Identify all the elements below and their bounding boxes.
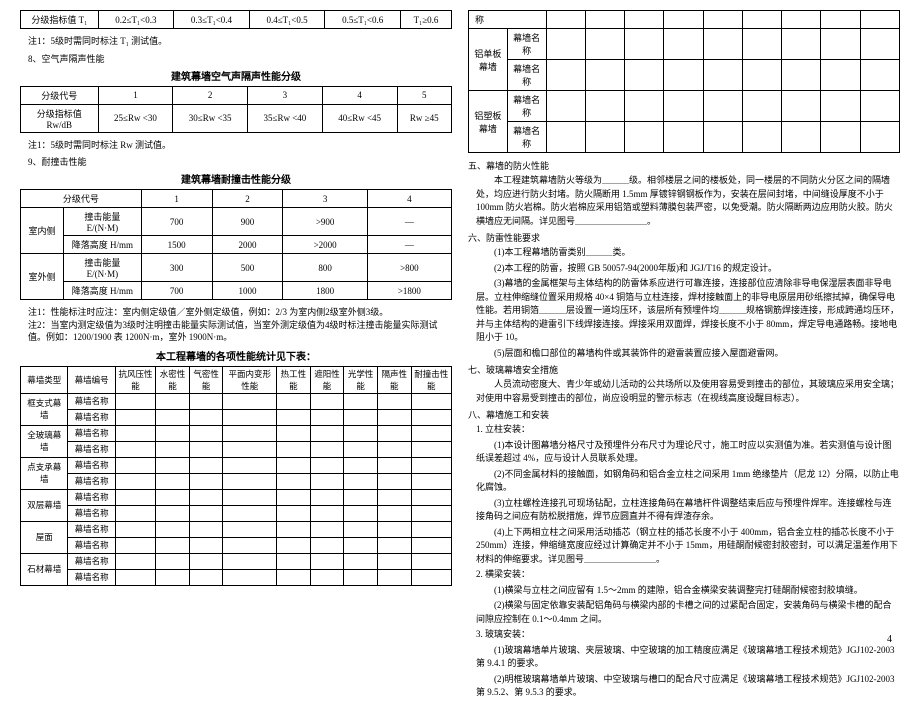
stats-type: 全玻璃幕墙 [21,425,68,457]
stats-type: 石材幕墙 [21,553,68,585]
p8-1: (1)本设计图幕墙分格尺寸及预埋件分布尺寸为理论尺寸，施工时应以实测值为准。若实… [476,439,900,466]
stats-type: 屋面 [21,521,68,553]
ac-r2l: 分级指标值 Rw/dB [21,104,99,132]
stats-type: 双层幕墙 [21,489,68,521]
sec5: 五、幕墙的防火性能 [468,159,900,172]
t1-table: 分级指标值 T₁ 0.2≤T₁<0.3 0.3≤T₁<0.4 0.4≤T₁<0.… [20,10,452,29]
h8-1: 1. 立柱安装： [476,423,900,437]
stats-title: 本工程幕墙的各项性能统计见下表： [20,348,452,363]
sec8r: 八、幕墙施工和安装 [468,408,900,421]
stats-rowlabel: 幕墙名称 [68,441,115,457]
stats-rowlabel: 幕墙名称 [68,569,115,585]
h8-2: 2. 横梁安装： [476,568,900,582]
p8-3b: (2)明框玻璃幕墙单片玻璃、中空玻璃与槽口的配合尺寸应满足《玻璃幕墙工程技术规范… [476,673,900,700]
p8-2b: (2)横梁与固定依靠安装配铝角码与横梁内部的卡槽之间的过紧配合固定，安装角码与横… [476,599,900,626]
p8-4: (4)上下两相立柱之间采用活动插芯（钢立柱的插芯长度不小于 400mm，铝合金立… [476,526,900,567]
stats-rowlabel: 幕墙名称 [68,521,115,537]
t1-c4: 0.5≤T₁<0.6 [325,11,401,29]
stats-rowlabel: 幕墙名称 [68,457,115,473]
t1-c3: 0.4≤T₁<0.5 [249,11,325,29]
stats-type: 点支承幕墙 [21,457,68,489]
acoustic-table: 分级代号 1 2 3 4 5 分级指标值 Rw/dB 25≤Rw <30 30≤… [20,86,452,133]
ac-r1l: 分级代号 [21,86,99,104]
impact-title: 建筑幕墙耐撞击性能分级 [20,171,452,186]
stats-rowlabel: 幕墙名称 [68,505,115,521]
stats-type: 框支式幕墙 [21,393,68,425]
stats-rowlabel: 幕墙名称 [68,409,115,425]
h8-3: 3. 玻璃安装： [476,628,900,642]
p5a: 本工程建筑幕墙防火等级为＿＿＿级。相邻楼层之间的楼板处，同一楼层的不同防火分区之… [476,174,900,228]
p8-3a: (1)玻璃幕墙单片玻璃、夹层玻璃、中空玻璃的加工精度应满足《玻璃幕墙工程技术规范… [476,644,900,671]
stats-rowlabel: 幕墙名称 [68,425,115,441]
p8-2: (2)不同金属材料的接触面，如钢角码和铝合金立柱之间采用 1mm 绝缘垫片（尼龙… [476,468,900,495]
rw-note: 注1：5级时需同时标注 Rw 测试值。 [28,139,452,152]
p6-3: (3)幕墙的金属框架与主体结构的防雷体系应进行可靠连接，连接部位应清除非导电保湿… [476,277,900,345]
stats-rowlabel: 幕墙名称 [68,473,115,489]
stats-rowlabel: 幕墙名称 [68,489,115,505]
t1-c5: T₁≥0.6 [400,11,451,29]
p8-2a: (1)横梁与立柱之间应留有 1.5～2mm 的建隙，铝合金横梁安装调整完打硅酮耐… [476,584,900,598]
impact-table: 分级代号 1 2 3 4 室内侧 撞击能量 E/(N·M) 700 900 >9… [20,189,452,300]
t1-c2: 0.3≤T₁<0.4 [174,11,250,29]
stats-rowlabel: 幕墙名称 [68,537,115,553]
acoustic-title: 建筑幕墙空气声隔声性能分级 [20,68,452,83]
right-top-table: 称 铝单板幕墙 幕墙名称 幕墙名称 铝塑板幕墙 幕墙名称 幕墙名称 [468,10,900,153]
t1-label: 分级指标值 T₁ [21,11,99,29]
p7: 人员流动密度大、青少年或幼儿活动的公共场所以及使用容易受到撞击的部位，其玻璃应采… [476,378,900,405]
sec8-title: 8、空气声隔声性能 [28,52,452,65]
sec6: 六、防雷性能要求 [468,231,900,244]
impact-notes: 注1：性能标注时应注：室内侧定级值／室外侧定级值，例如：2/3 为室内侧2级室外… [28,306,452,344]
stats-rowlabel: 幕墙名称 [68,393,115,409]
p8-3: (3)立柱螺栓连接孔可现场钻配，立柱连接角码在幕墙杆件调整结束后应与预埋件焊牢。… [476,497,900,524]
t1-note: 注1：5级时需同时标注 T₁ 测试值。 [28,35,452,48]
page-number: 4 [887,634,892,645]
p6-2: (2)本工程的防雷，按照 GB 50057-94(2000年版)和 JGJ/T1… [476,262,900,276]
p6-1: (1)本工程幕墙防雷类别＿＿＿类。 [476,246,900,260]
stats-rowlabel: 幕墙名称 [68,553,115,569]
t1-c1: 0.2≤T₁<0.3 [98,11,174,29]
sec9-title: 9、耐撞击性能 [28,155,452,168]
stats-table: 幕墙类型 幕墙编号 抗风压性能 水密性能 气密性能 平面内变形性能 热工性能 遮… [20,366,452,586]
sec7: 七、玻璃幕墙安全措施 [468,363,900,376]
p6-5: (5)层面和檐口部位的幕墙构件或其装饰件的避雷装置应接入屋面避雷网。 [476,347,900,361]
